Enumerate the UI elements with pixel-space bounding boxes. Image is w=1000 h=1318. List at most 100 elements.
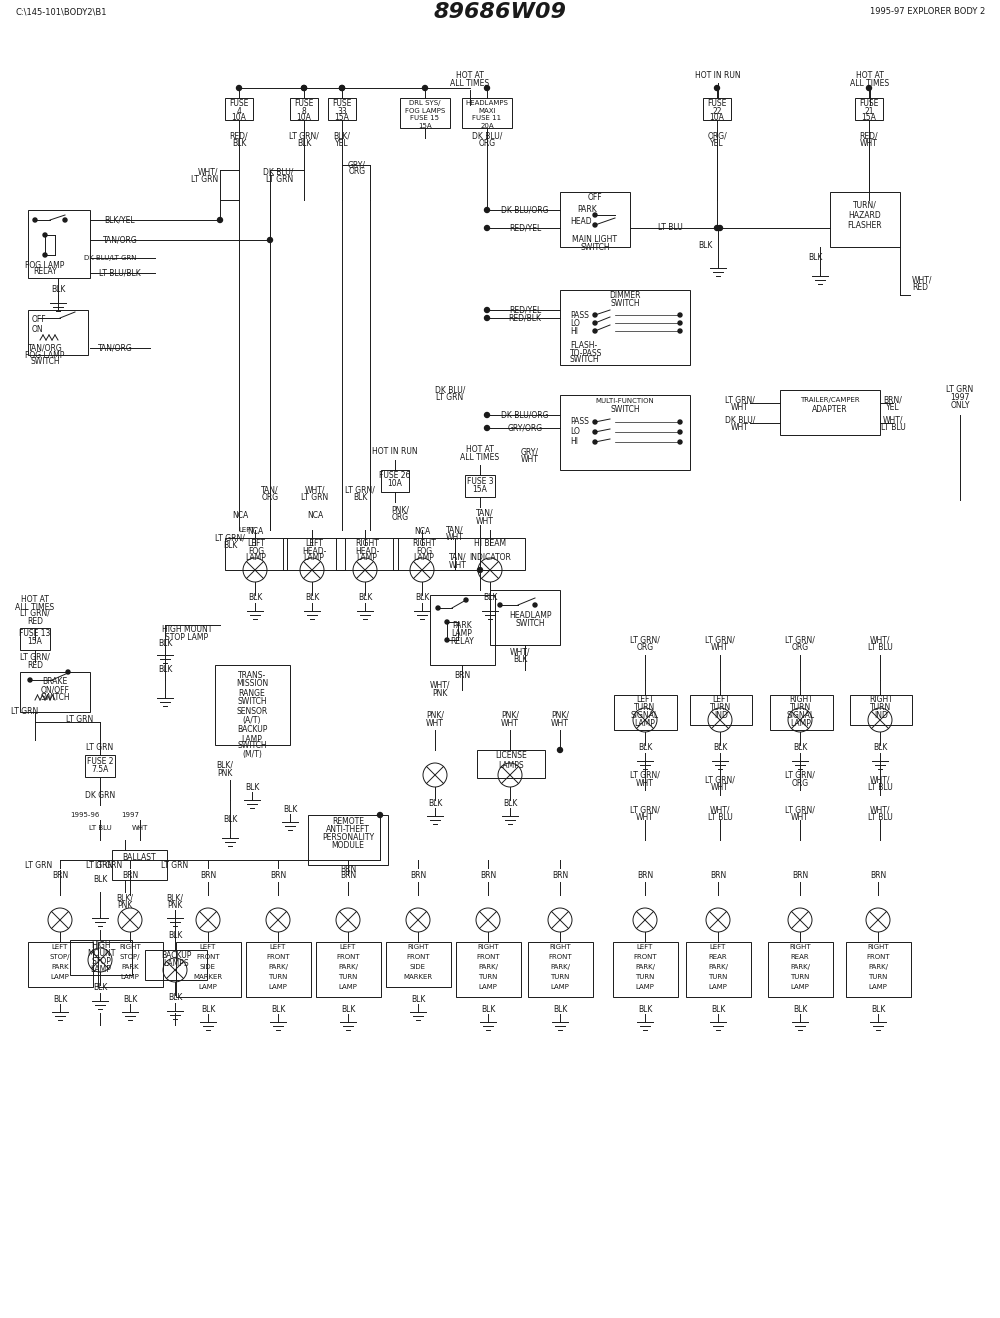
Text: 1995-96: 1995-96 (71, 812, 100, 818)
Text: 33: 33 (337, 107, 347, 116)
Bar (400, 98, 450, 128)
Circle shape (484, 413, 490, 418)
Text: SWITCH: SWITCH (237, 742, 267, 750)
Text: TURN: TURN (478, 974, 498, 981)
Text: HAZARD: HAZARD (849, 211, 881, 220)
Text: BLK: BLK (283, 805, 297, 815)
Text: DK BLU/: DK BLU/ (435, 385, 465, 394)
Text: PARK/: PARK/ (790, 963, 810, 970)
Text: SIGNAL: SIGNAL (631, 712, 659, 721)
Text: LT GRN/: LT GRN/ (785, 635, 815, 645)
Text: 15A: 15A (28, 638, 42, 647)
Text: LAMP: LAMP (869, 985, 887, 990)
Text: BLK: BLK (232, 138, 246, 148)
Text: ORG: ORG (391, 514, 409, 522)
Text: BLK: BLK (93, 875, 107, 884)
Text: TURN: TURN (550, 974, 570, 981)
Text: PARK/: PARK/ (708, 963, 728, 970)
Bar (85, 755, 115, 778)
Text: HOT IN RUN: HOT IN RUN (372, 448, 418, 456)
Text: HIGH: HIGH (91, 941, 111, 949)
Text: FRONT: FRONT (633, 954, 657, 960)
Text: ORG: ORG (478, 138, 496, 148)
Text: RELAY: RELAY (450, 637, 474, 646)
Text: BLK: BLK (341, 1004, 355, 1014)
Text: BLK: BLK (503, 799, 517, 808)
Text: BLK: BLK (415, 593, 429, 602)
Circle shape (866, 86, 872, 91)
Text: BLK: BLK (51, 286, 65, 294)
Bar (528, 942, 593, 996)
Circle shape (237, 86, 242, 91)
Text: BRN: BRN (340, 870, 356, 879)
Bar (560, 192, 630, 246)
Text: BLK: BLK (808, 253, 822, 262)
Text: WHT: WHT (711, 643, 729, 652)
Text: WHT: WHT (731, 423, 749, 432)
Text: LO: LO (570, 427, 580, 436)
Text: LAMP: LAMP (414, 554, 434, 563)
Text: ALL TIMES: ALL TIMES (450, 79, 490, 87)
Text: TURN: TURN (708, 974, 728, 981)
Bar (20, 672, 90, 712)
Circle shape (498, 604, 502, 608)
Text: WHT/: WHT/ (305, 485, 325, 494)
Text: DK GRN: DK GRN (85, 791, 115, 800)
Text: LT GRN/: LT GRN/ (705, 635, 735, 645)
Circle shape (63, 217, 67, 221)
Text: WHT: WHT (476, 517, 494, 526)
Text: TAN/ORG: TAN/ORG (98, 344, 132, 352)
Bar (686, 942, 751, 996)
Text: SWITCH: SWITCH (237, 697, 267, 706)
Text: PARK/: PARK/ (868, 963, 888, 970)
Text: FOG LAMP: FOG LAMP (25, 351, 65, 360)
Bar (28, 942, 93, 987)
Text: STOP/: STOP/ (120, 954, 140, 960)
Text: FUSE: FUSE (332, 99, 352, 108)
Bar (225, 538, 287, 569)
Text: SIDE: SIDE (410, 963, 426, 970)
Text: HOT AT: HOT AT (21, 596, 49, 605)
Text: 1997: 1997 (950, 394, 970, 402)
Text: LEFT: LEFT (270, 944, 286, 950)
Text: BRN: BRN (870, 870, 886, 879)
Text: ALL TIMES: ALL TIMES (460, 453, 500, 463)
Circle shape (593, 330, 597, 333)
Text: YEL: YEL (710, 138, 724, 148)
Text: LEFT: LEFT (710, 944, 726, 950)
Bar (846, 942, 911, 996)
Circle shape (533, 604, 537, 608)
Text: STOP/: STOP/ (50, 954, 70, 960)
Circle shape (593, 223, 597, 227)
Text: LAMP: LAMP (246, 554, 266, 563)
Text: LT GRN: LT GRN (66, 716, 94, 725)
Text: FUSE 2: FUSE 2 (87, 757, 113, 766)
Text: ON/OFF: ON/OFF (41, 685, 69, 695)
Text: PNK/: PNK/ (391, 506, 409, 514)
Text: FRONT: FRONT (548, 954, 572, 960)
Circle shape (302, 86, 306, 91)
Text: BLK: BLK (53, 995, 67, 1003)
Text: BRN: BRN (122, 870, 138, 879)
Text: BLK/: BLK/ (334, 132, 351, 141)
Text: LT BLU/BLK: LT BLU/BLK (99, 269, 141, 278)
Text: 1995-97 EXPLORER BODY 2: 1995-97 EXPLORER BODY 2 (870, 8, 985, 17)
Text: MARKER: MARKER (403, 974, 433, 981)
Text: PARK: PARK (51, 963, 69, 970)
Circle shape (436, 606, 440, 610)
Text: NCA: NCA (307, 511, 323, 521)
Text: BRN: BRN (552, 870, 568, 879)
Text: 10A: 10A (232, 113, 246, 123)
Text: PARK: PARK (452, 621, 472, 630)
Text: 7.5A: 7.5A (91, 764, 109, 774)
Text: FRONT: FRONT (336, 954, 360, 960)
Bar (28, 210, 90, 278)
Text: LAMP: LAMP (709, 985, 727, 990)
Circle shape (714, 225, 720, 231)
Text: HI: HI (570, 438, 578, 447)
Text: 15A: 15A (473, 485, 487, 493)
Text: WHT: WHT (501, 718, 519, 728)
Text: RIGHT: RIGHT (477, 944, 499, 950)
Text: LICENSE: LICENSE (495, 751, 527, 760)
Text: WHT/: WHT/ (710, 805, 730, 815)
